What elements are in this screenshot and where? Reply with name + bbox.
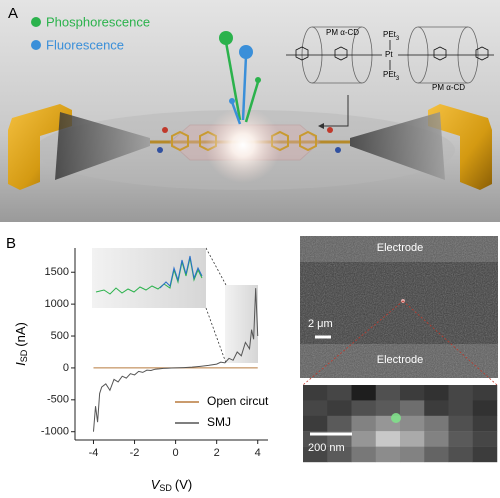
pixel [472, 446, 498, 463]
pixel [375, 446, 401, 463]
zoom-region [225, 285, 258, 363]
pixel [351, 415, 376, 432]
pixel [448, 431, 473, 447]
pixel [303, 415, 328, 432]
pixel [327, 446, 352, 463]
emission-glow [205, 107, 281, 183]
x-tick-label: 0 [173, 447, 179, 459]
legend-phosphorescence: Phosphorescence [46, 14, 150, 29]
pixel [375, 385, 401, 401]
panel-label: A [8, 5, 18, 22]
metal-label: Pt [385, 50, 393, 59]
arrow [322, 95, 349, 127]
pixel [400, 385, 425, 401]
series-line [92, 288, 259, 432]
pixel [424, 431, 449, 447]
panel-label: B [6, 235, 16, 252]
pixel [351, 385, 376, 401]
pixel [400, 446, 425, 463]
panel-b: B -1000 -500 0 500 1000 1500 -4 -2 0 2 4 VSD (V) ISD(… [6, 235, 269, 493]
y-tick-label: 1500 [45, 266, 69, 278]
x-tick-label: 4 [255, 447, 261, 459]
y-tick-label: 1000 [45, 298, 69, 310]
legend-label: SMJ [207, 415, 231, 429]
inset-trace [159, 255, 203, 289]
pixel [400, 400, 425, 416]
y-tick-label: -1000 [41, 426, 69, 438]
pixel [448, 415, 473, 432]
pixel [375, 400, 401, 416]
ligand-label: PEt3 [383, 30, 400, 41]
pixel [424, 385, 449, 401]
pixel [472, 385, 498, 401]
electrode-label: Electrode [377, 242, 423, 254]
pixel [448, 400, 473, 416]
pixel [472, 415, 498, 432]
legend-label: Open circut [207, 394, 269, 408]
inset [92, 248, 206, 308]
pixel [351, 446, 376, 463]
x-tick-label: -4 [89, 447, 99, 459]
cd-label: PM α-CD [432, 83, 465, 92]
scale-label: 200 nm [308, 442, 345, 454]
pixel [424, 415, 449, 432]
pixel [424, 446, 449, 463]
panel-a: Phosphorescence Fluorescence PM α-CD PM … [0, 0, 500, 222]
pixel [351, 400, 376, 416]
emission-rays [224, 41, 260, 125]
zoom-image [303, 385, 498, 463]
pixel [400, 431, 425, 447]
scale-label: 2 μm [308, 318, 333, 330]
ligand-label: PEt3 [383, 70, 400, 81]
y-axis-label: ISD(nA) [13, 322, 29, 366]
pixel [400, 415, 425, 432]
y-tick-label: 500 [51, 330, 69, 342]
electrode-left [8, 104, 72, 190]
pixel [375, 431, 401, 447]
pixel [327, 385, 352, 401]
electrode-right [428, 104, 492, 190]
y-tick-label: -500 [47, 394, 69, 406]
pixel [448, 446, 473, 463]
panel-c: C Electrode Electrode 2 μm 200 nm [300, 235, 498, 463]
pixel [472, 400, 498, 416]
pixel [424, 400, 449, 416]
x-tick-label: -2 [130, 447, 140, 459]
legend-dot-phosphorescence [31, 17, 41, 27]
y-tick-label: 0 [63, 362, 69, 374]
pixel [327, 415, 352, 432]
electrode-label: Electrode [377, 354, 423, 366]
pixel [303, 446, 328, 463]
cd-label: PM α-CD [326, 28, 359, 37]
structure-drawing [286, 26, 494, 84]
legend-dot-fluorescence [31, 40, 41, 50]
pixel [448, 385, 473, 401]
graphene-right [350, 112, 445, 180]
pixel [327, 400, 352, 416]
pixel [303, 385, 328, 401]
x-tick-label: 2 [214, 447, 220, 459]
pixel [472, 431, 498, 447]
x-axis-label: VSD (V) [151, 477, 193, 493]
graphene-left [55, 112, 150, 180]
pixel [303, 400, 328, 416]
pixel [351, 431, 376, 447]
legend-fluorescence: Fluorescence [46, 37, 124, 52]
